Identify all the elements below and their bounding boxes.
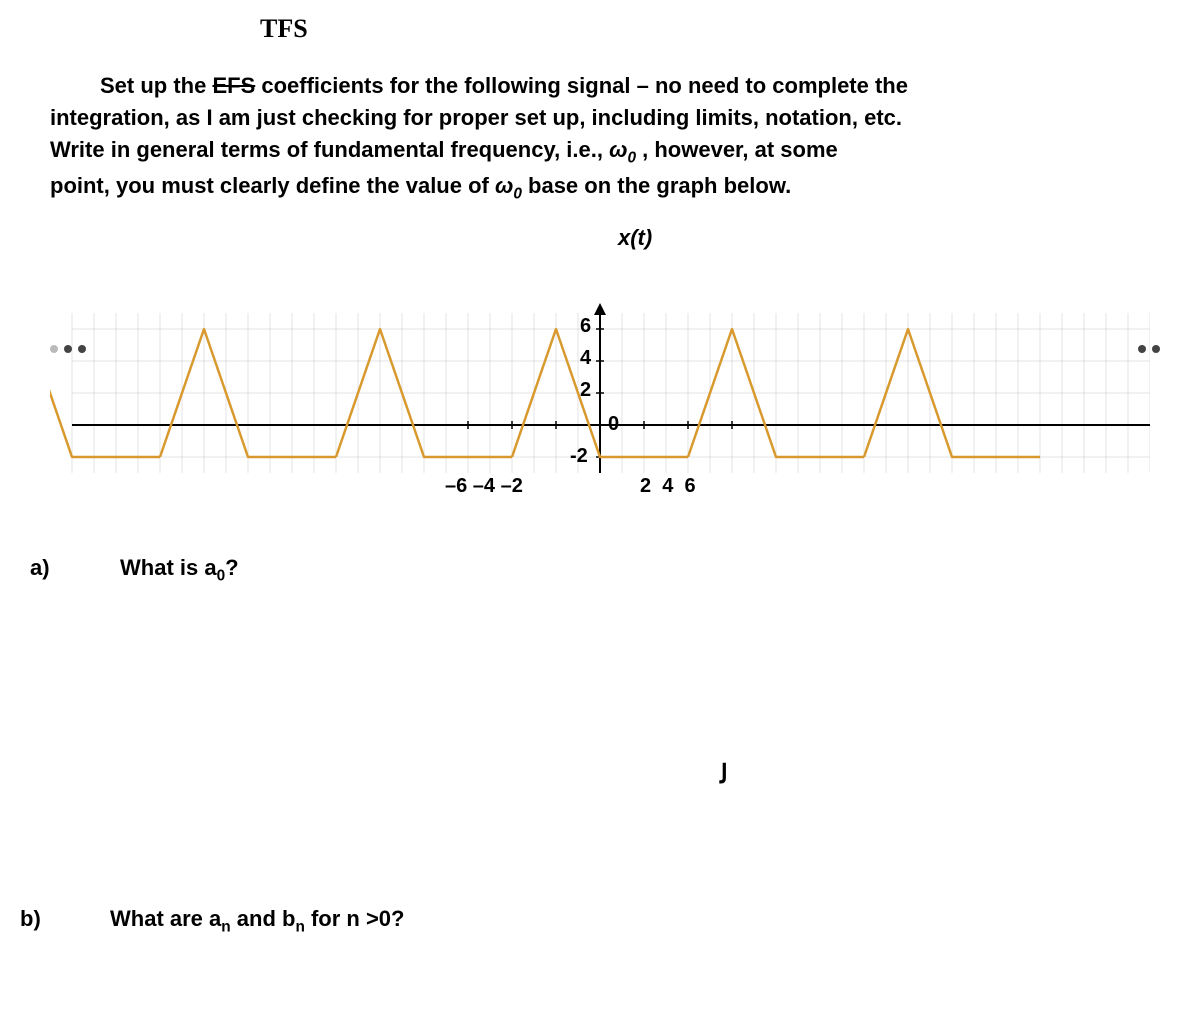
text: , however, at some <box>636 137 838 162</box>
q-b-label: b) <box>20 906 60 932</box>
omega0: ω0 <box>609 137 636 162</box>
y-tick-6: 6 <box>580 315 591 338</box>
problem-statement: Set up the EFS coefficients for the foll… <box>50 70 1150 205</box>
omega0: ω0 <box>495 173 522 198</box>
para-line-2: integration, as I am just checking for p… <box>50 102 1150 134</box>
y-tick-neg2: -2 <box>570 445 588 468</box>
text: base on the graph below. <box>522 173 791 198</box>
text: coefficients for the following signal – … <box>255 73 908 98</box>
text: Write in general terms of fundamental fr… <box>50 137 609 162</box>
question-b: b) What are an and bn for n >0? <box>20 906 1150 936</box>
signal-chart: x(t) 6 4 2 0 -2 –6 –4 –2 2 4 6 <box>50 265 1150 525</box>
y-tick-0: 0 <box>608 413 619 436</box>
strike-efs: EFS <box>212 73 255 98</box>
q-b-text: What are an and bn for n >0? <box>110 906 404 936</box>
page: TFS Set up the EFS coefficients for the … <box>0 0 1200 1029</box>
handwritten-tfs: TFS <box>260 14 308 44</box>
text: Set up the <box>100 73 212 98</box>
stray-mark: ﻟ <box>720 760 728 790</box>
question-a: a) What is a0? <box>30 555 1150 585</box>
chart-title: x(t) <box>618 225 652 251</box>
para-line-4: point, you must clearly define the value… <box>50 170 1150 206</box>
para-line-1: Set up the EFS coefficients for the foll… <box>50 70 1150 102</box>
x-tick-246: 2 4 6 <box>640 475 696 498</box>
y-tick-4: 4 <box>580 347 591 370</box>
q-a-label: a) <box>30 555 70 581</box>
y-tick-2: 2 <box>580 379 591 402</box>
x-tick-neg6-4-2: –6 –4 –2 <box>445 475 523 498</box>
ellipsis-right <box>1138 345 1160 353</box>
text: point, you must clearly define the value… <box>50 173 495 198</box>
para-line-3: Write in general terms of fundamental fr… <box>50 134 1150 170</box>
chart-svg <box>50 265 1150 495</box>
ellipsis-left <box>50 345 86 353</box>
q-a-text: What is a0? <box>120 555 239 585</box>
